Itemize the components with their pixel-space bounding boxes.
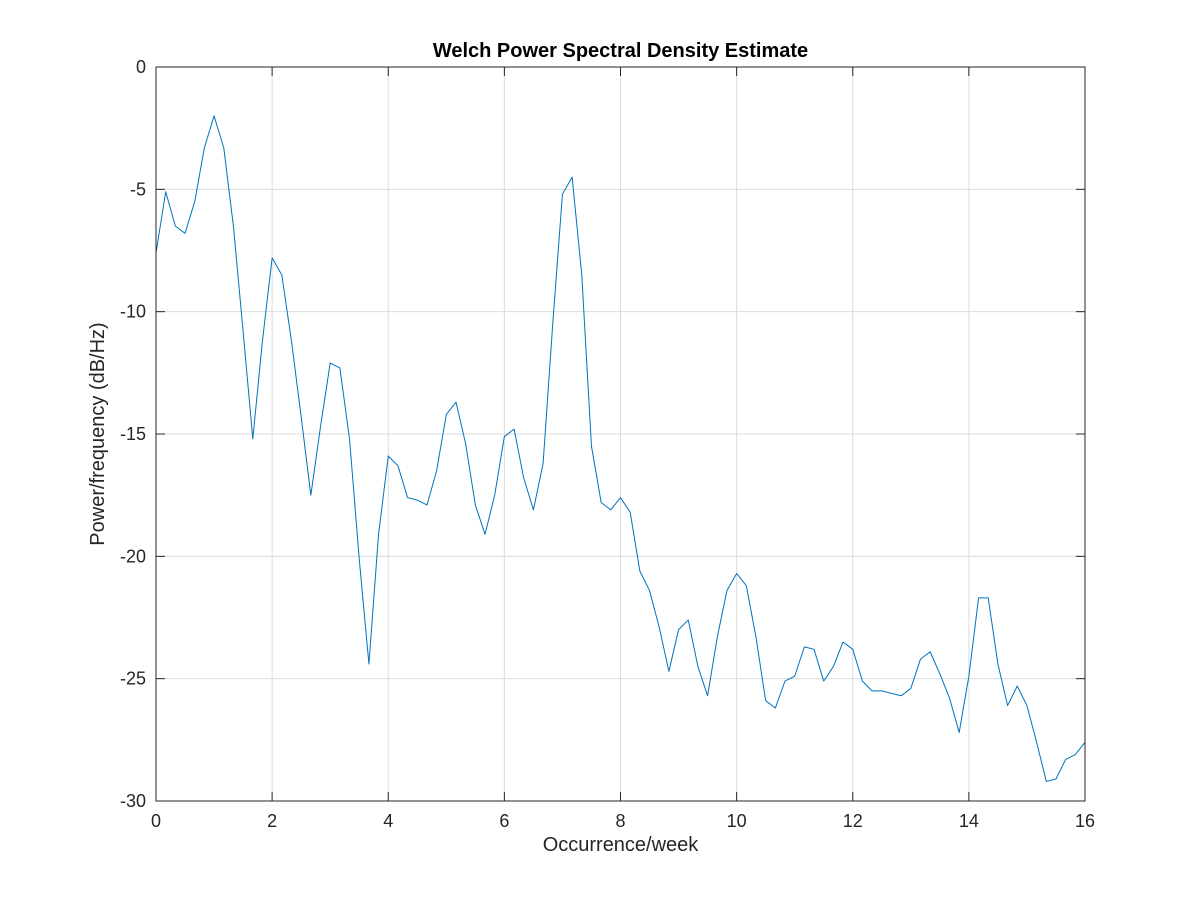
x-axis-label: Occurrence/week [543, 834, 700, 856]
y-tick-labels: 0 -5 -10 -15 -20 -25 -30 [120, 57, 146, 811]
y-tick-label: -5 [130, 179, 146, 199]
y-tick-label: -30 [120, 791, 146, 811]
psd-series-line [155, 115, 1086, 782]
x-tick-label: 6 [499, 811, 509, 831]
y-tick-label: -15 [120, 424, 146, 444]
x-tick-label: 2 [267, 811, 277, 831]
x-tick-label: 10 [727, 811, 747, 831]
grid-lines [155, 66, 1086, 802]
x-tick-label: 12 [843, 811, 863, 831]
y-tick-label: -20 [120, 546, 146, 566]
series-layer [155, 115, 1086, 782]
y-tick-label: -10 [120, 302, 146, 322]
x-tick-label: 16 [1075, 811, 1095, 831]
y-axis-label: Power/frequency (dB/Hz) [87, 322, 109, 545]
chart-title: Welch Power Spectral Density Estimate [433, 40, 808, 62]
x-tick-labels: 0 2 4 6 8 10 12 14 16 [151, 811, 1095, 831]
y-tick-label: 0 [136, 57, 146, 77]
x-tick-label: 14 [959, 811, 979, 831]
x-tick-label: 0 [151, 811, 161, 831]
x-tick-label: 4 [383, 811, 393, 831]
x-tick-label: 8 [615, 811, 625, 831]
tick-marks [155, 66, 1086, 802]
y-tick-label: -25 [120, 669, 146, 689]
